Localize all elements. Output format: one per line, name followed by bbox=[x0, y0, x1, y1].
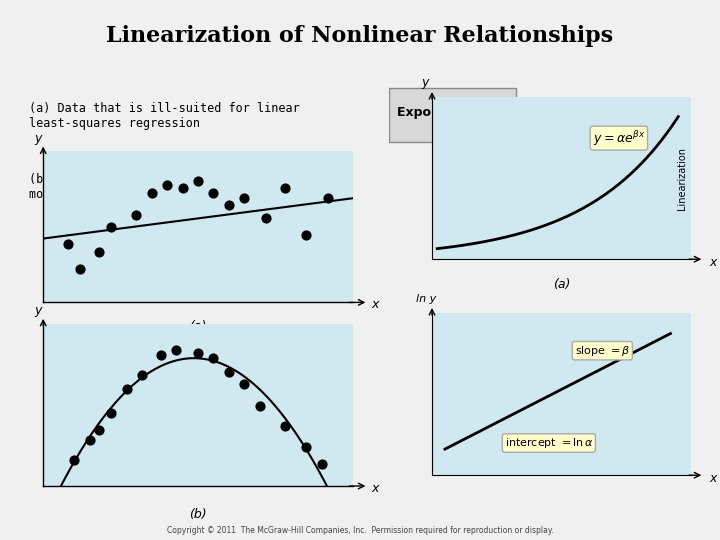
Point bbox=[192, 349, 204, 357]
Point bbox=[279, 422, 290, 430]
Text: Copyright © 2011  The McGraw-Hill Companies, Inc.  Permission required for repro: Copyright © 2011 The McGraw-Hill Compani… bbox=[167, 525, 553, 535]
Text: x: x bbox=[372, 482, 379, 496]
Point bbox=[93, 248, 104, 256]
Point bbox=[177, 184, 189, 192]
Text: y: y bbox=[34, 304, 41, 318]
Text: x: x bbox=[372, 299, 379, 312]
Text: intercept $= \ln\alpha$: intercept $= \ln\alpha$ bbox=[505, 436, 593, 450]
Point bbox=[239, 194, 251, 202]
Point bbox=[301, 442, 312, 451]
Point bbox=[316, 460, 328, 468]
Point bbox=[68, 456, 80, 465]
Text: Exponential Eq.: Exponential Eq. bbox=[397, 106, 507, 119]
Point bbox=[223, 201, 235, 210]
Text: (b) Indication that a parabola may be
more suitable: (b) Indication that a parabola may be mo… bbox=[29, 173, 292, 201]
Point bbox=[161, 180, 173, 189]
Point bbox=[171, 345, 182, 354]
FancyBboxPatch shape bbox=[389, 88, 516, 142]
Point bbox=[137, 371, 148, 380]
Point bbox=[75, 265, 86, 273]
Point bbox=[155, 350, 166, 359]
Point bbox=[106, 408, 117, 417]
Text: (a): (a) bbox=[189, 320, 207, 333]
Point bbox=[84, 436, 95, 444]
Text: Linearization of Nonlinear Relationships: Linearization of Nonlinear Relationships bbox=[107, 25, 613, 46]
Point bbox=[121, 384, 132, 393]
Point bbox=[323, 194, 334, 202]
Point bbox=[254, 402, 266, 410]
Text: x: x bbox=[709, 255, 716, 269]
Point bbox=[223, 367, 235, 376]
Text: Linearization: Linearization bbox=[678, 147, 687, 210]
Point bbox=[208, 189, 220, 198]
Point bbox=[261, 214, 272, 222]
Point bbox=[239, 380, 251, 388]
Text: (a) Data that is ill-suited for linear
least-squares regression: (a) Data that is ill-suited for linear l… bbox=[29, 102, 300, 130]
Text: x: x bbox=[709, 471, 716, 485]
Text: (b): (b) bbox=[189, 508, 207, 522]
Point bbox=[192, 177, 204, 186]
Point bbox=[301, 231, 312, 240]
Point bbox=[93, 426, 104, 434]
Point bbox=[145, 189, 158, 198]
Text: $y = \alpha e^{\beta x}$: $y = \alpha e^{\beta x}$ bbox=[593, 129, 645, 147]
Text: y: y bbox=[422, 76, 429, 89]
Text: slope $= \beta$: slope $= \beta$ bbox=[575, 343, 630, 357]
Text: y: y bbox=[34, 132, 41, 145]
Point bbox=[130, 211, 142, 219]
Point bbox=[208, 354, 220, 362]
Point bbox=[106, 222, 117, 231]
Text: ln y: ln y bbox=[416, 294, 437, 304]
Point bbox=[279, 184, 290, 192]
Point bbox=[62, 239, 73, 248]
Text: (a): (a) bbox=[553, 278, 570, 292]
